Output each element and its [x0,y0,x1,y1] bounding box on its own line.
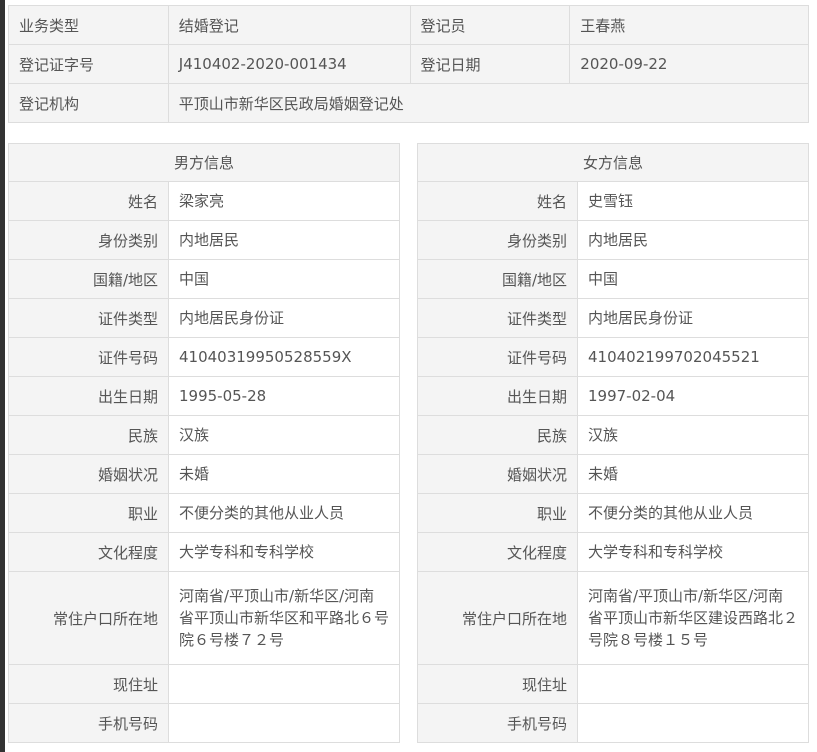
field-value: 河南省/平顶山市/新华区/河南省平顶山市新华区和平路北６号院６号楼７２号 [168,571,400,665]
field-value: 大学专科和专科学校 [577,532,809,572]
table-row: 文化程度 大学专科和专科学校 [8,532,400,572]
table-row: 证件号码 410402199702045521 [417,337,809,377]
field-label: 手机号码 [8,703,169,743]
reg-date-label: 登记日期 [409,44,571,84]
field-value: 内地居民 [577,220,809,260]
table-row: 手机号码 [8,703,400,743]
table-row: 证件号码 41040319950528559X [8,337,400,377]
table-row: 登记证字号 J410402-2020-001434 登记日期 2020-09-2… [8,44,809,84]
office-label: 登记机构 [8,83,169,123]
field-value: 未婚 [168,454,400,494]
table-row: 手机号码 [417,703,809,743]
field-value [577,664,809,704]
table-row: 国籍/地区 中国 [8,259,400,299]
field-label: 文化程度 [8,532,169,572]
field-label: 婚姻状况 [8,454,169,494]
field-label: 身份类别 [8,220,169,260]
field-value: 不便分类的其他从业人员 [577,493,809,533]
table-row: 民族 汉族 [417,415,809,455]
field-value: 内地居民 [168,220,400,260]
table-row: 出生日期 1997-02-04 [417,376,809,416]
table-row: 民族 汉族 [8,415,400,455]
field-label: 身份类别 [417,220,578,260]
field-label: 出生日期 [8,376,169,416]
field-value: 41040319950528559X [168,337,400,377]
field-value: 史雪钰 [577,181,809,221]
field-label: 证件类型 [8,298,169,338]
field-value: 内地居民身份证 [577,298,809,338]
registration-summary-table: 业务类型 结婚登记 登记员 王春燕 登记证字号 J410402-2020-001… [8,5,810,123]
field-label: 现住址 [8,664,169,704]
table-row: 登记机构 平顶山市新华区民政局婚姻登记处 [8,83,810,123]
field-value [168,703,400,743]
field-label: 文化程度 [417,532,578,572]
table-row: 现住址 [8,664,400,704]
table-row: 文化程度 大学专科和专科学校 [417,532,809,572]
field-value: 中国 [577,259,809,299]
registrar-label: 登记员 [409,5,571,45]
table-row: 常住户口所在地 河南省/平顶山市/新华区/河南省平顶山市新华区和平路北６号院６号楼… [8,571,400,665]
table-row: 姓名 梁家亮 [8,181,400,221]
male-info-table: 男方信息 姓名 梁家亮 身份类别 内地居民 国籍/地区 中国 证件类型 内地居民身份证 证件号码… [8,143,400,743]
field-value: 中国 [168,259,400,299]
table-row: 婚姻状况 未婚 [8,454,400,494]
field-label: 出生日期 [417,376,578,416]
business-type-label: 业务类型 [8,5,169,45]
table-row: 常住户口所在地 河南省/平顶山市/新华区/河南省平顶山市新华区建设西路北２号院８号… [417,571,809,665]
field-value: 410402199702045521 [577,337,809,377]
field-value: 大学专科和专科学校 [168,532,400,572]
field-label: 手机号码 [417,703,578,743]
field-value: 1997-02-04 [577,376,809,416]
table-row: 业务类型 结婚登记 登记员 王春燕 [8,5,809,45]
field-value: 未婚 [577,454,809,494]
office-value: 平顶山市新华区民政局婚姻登记处 [167,83,810,123]
field-value: 内地居民身份证 [168,298,400,338]
business-type-value: 结婚登记 [167,5,411,45]
window-edge [0,0,5,752]
table-row: 姓名 史雪钰 [417,181,809,221]
reg-date-value: 2020-09-22 [569,44,809,84]
field-value: 梁家亮 [168,181,400,221]
table-row: 身份类别 内地居民 [8,220,400,260]
field-label: 证件类型 [417,298,578,338]
male-info-title: 男方信息 [8,143,400,182]
field-value: 汉族 [577,415,809,455]
field-value [168,664,400,704]
field-value: 汉族 [168,415,400,455]
table-row: 婚姻状况 未婚 [417,454,809,494]
field-label: 职业 [8,493,169,533]
field-label: 姓名 [417,181,578,221]
field-label: 常住户口所在地 [8,571,169,665]
table-row: 职业 不便分类的其他从业人员 [417,493,809,533]
registrar-value: 王春燕 [569,5,809,45]
cert-no-value: J410402-2020-001434 [167,44,411,84]
field-value [577,703,809,743]
table-row: 证件类型 内地居民身份证 [417,298,809,338]
field-label: 职业 [417,493,578,533]
field-label: 现住址 [417,664,578,704]
female-info-title: 女方信息 [417,143,809,182]
field-label: 民族 [417,415,578,455]
field-value: 河南省/平顶山市/新华区/河南省平顶山市新华区建设西路北２号院８号楼１５号 [577,571,809,665]
table-row: 身份类别 内地居民 [417,220,809,260]
table-row: 职业 不便分类的其他从业人员 [8,493,400,533]
table-row: 证件类型 内地居民身份证 [8,298,400,338]
field-label: 证件号码 [8,337,169,377]
female-info-table: 女方信息 姓名 史雪钰 身份类别 内地居民 国籍/地区 中国 证件类型 内地居民身份证 证件号码… [417,143,809,743]
field-label: 国籍/地区 [8,259,169,299]
table-row: 出生日期 1995-05-28 [8,376,400,416]
field-label: 国籍/地区 [417,259,578,299]
field-label: 民族 [8,415,169,455]
field-label: 姓名 [8,181,169,221]
field-value: 1995-05-28 [168,376,400,416]
field-label: 婚姻状况 [417,454,578,494]
cert-no-label: 登记证字号 [8,44,169,84]
field-label: 证件号码 [417,337,578,377]
field-value: 不便分类的其他从业人员 [168,493,400,533]
table-row: 现住址 [417,664,809,704]
field-label: 常住户口所在地 [417,571,578,665]
table-row: 国籍/地区 中国 [417,259,809,299]
